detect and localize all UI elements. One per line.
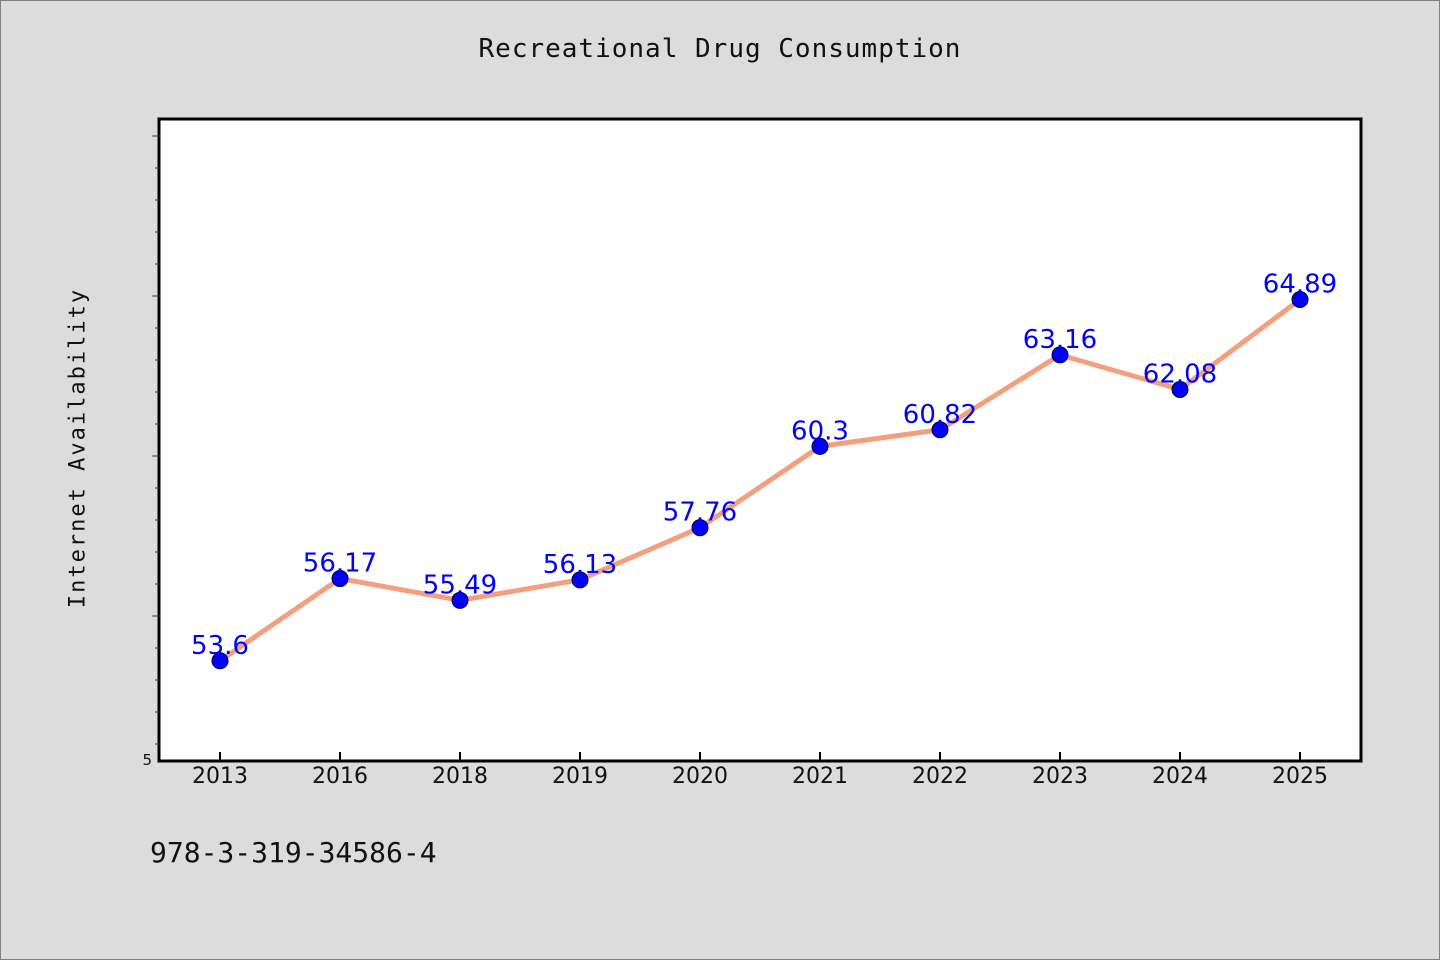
data-point — [211, 652, 229, 670]
data-points — [211, 291, 1309, 670]
data-point — [811, 437, 829, 455]
x-tick-label: 2020 — [672, 764, 728, 789]
data-point — [451, 591, 469, 609]
data-label: 56.17 — [303, 549, 377, 579]
data-label: 60.3 — [791, 416, 849, 446]
data-label: 64.89 — [1263, 270, 1337, 300]
data-label: 57.76 — [663, 498, 737, 528]
data-point — [331, 570, 349, 588]
x-axis-ticks: 2013 2016 2018 2019 2020 2021 2022 2023 2024 2025 — [192, 752, 1328, 789]
data-label: 53.6 — [191, 631, 249, 661]
data-label: 56.13 — [543, 550, 617, 580]
y-axis-ticks: 5 — [142, 135, 160, 769]
chart-title: Recreational Drug Consumption — [478, 34, 962, 64]
data-label: 55.49 — [423, 570, 497, 600]
y-tick-label: 5 — [142, 751, 152, 769]
series-line — [218, 297, 1302, 663]
x-tick-label: 2018 — [432, 764, 488, 789]
data-point — [571, 571, 589, 589]
x-tick-label: 2019 — [552, 764, 608, 789]
data-label: 60.82 — [903, 400, 977, 430]
data-label: 63.16 — [1023, 325, 1097, 355]
x-tick-label: 2022 — [912, 764, 968, 789]
data-point — [691, 519, 709, 537]
isbn-text: 978-3-319-34586-4 — [150, 836, 437, 869]
x-tick-label: 2025 — [1272, 764, 1328, 789]
x-tick-label: 2023 — [1032, 764, 1088, 789]
data-point — [1291, 291, 1309, 309]
x-tick-label: 2024 — [1152, 764, 1208, 789]
data-label: 62.08 — [1143, 359, 1217, 389]
data-labels: 53.6 56.17 55.49 56.13 57.76 60.3 60.82 63.16 62… — [191, 270, 1337, 661]
plot-area — [157, 117, 1363, 763]
x-tick-label: 2013 — [192, 764, 248, 789]
data-point — [1051, 346, 1069, 364]
x-tick-label: 2016 — [312, 764, 368, 789]
x-tick-label: 2021 — [792, 764, 848, 789]
data-point — [1171, 380, 1189, 398]
data-point — [931, 421, 949, 439]
